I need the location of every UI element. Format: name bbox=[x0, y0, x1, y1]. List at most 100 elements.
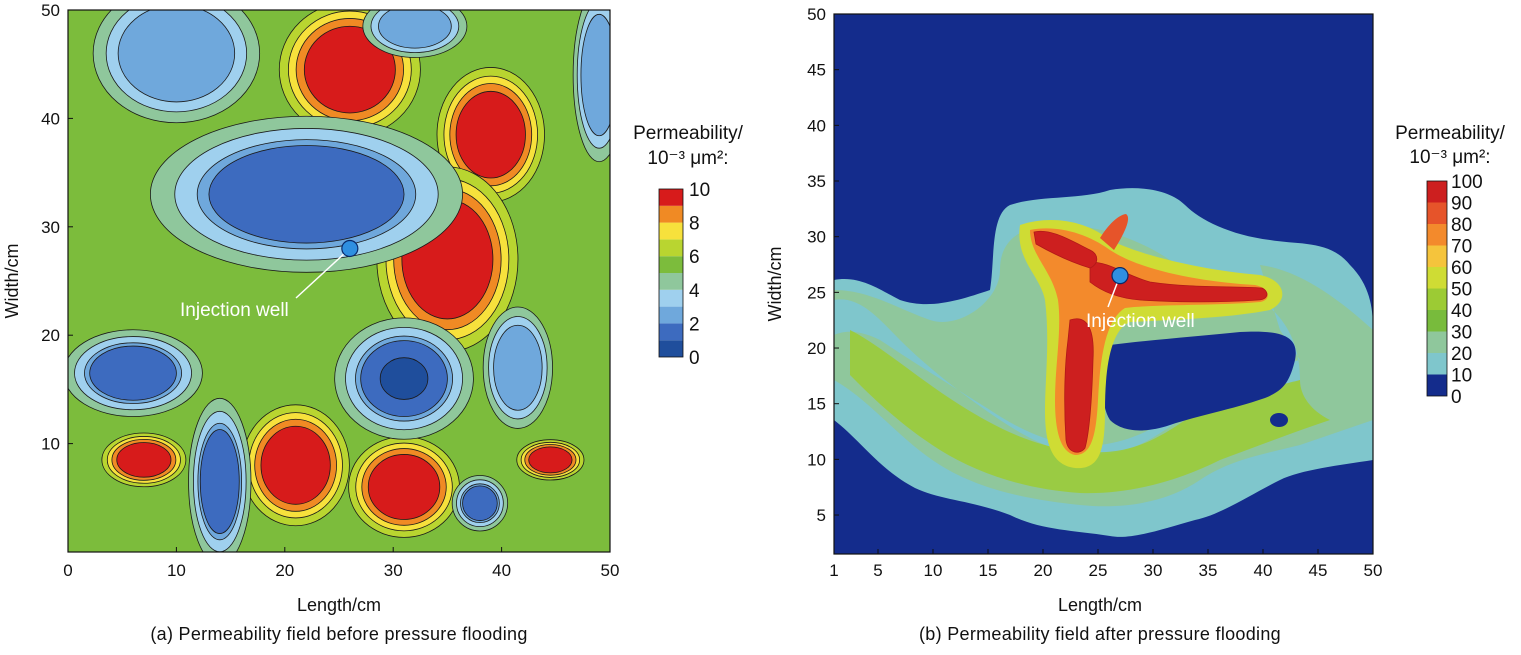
panel-b-ytick-label-40: 40 bbox=[807, 116, 826, 135]
panel-a-xtick-label-10: 10 bbox=[167, 561, 186, 580]
panel-b-ytick-label-10: 10 bbox=[807, 450, 826, 469]
panel-b-xtick-label-50: 50 bbox=[1364, 561, 1383, 580]
panel-a-legend-swatch-7 bbox=[659, 222, 683, 240]
panel-b-ytick-label-30: 30 bbox=[807, 228, 826, 247]
panel-a-ytick-label-50: 50 bbox=[41, 1, 60, 20]
panel-a-legend-swatch-2 bbox=[659, 306, 683, 324]
panel-b-ytick-label-35: 35 bbox=[807, 172, 826, 191]
panel-b-legend: Permeability/ 10⁻³ μm²: 0102030405060708… bbox=[1395, 123, 1506, 408]
panel-b-legend-label-80: 80 bbox=[1451, 215, 1472, 236]
panel-b-fracture-spur bbox=[1100, 214, 1129, 250]
panel-b-band-inner bbox=[850, 330, 1330, 494]
panel-b-legend-swatch-1 bbox=[1427, 353, 1447, 375]
panel-a-legend-label-6: 6 bbox=[689, 247, 700, 268]
panel-b-legend-label-40: 40 bbox=[1451, 301, 1472, 322]
panel-b-ytick-label-20: 20 bbox=[807, 339, 826, 358]
panel-b-inner-pocket bbox=[1102, 331, 1296, 431]
panel-b-xlabel: Length/cm bbox=[1058, 595, 1142, 615]
panel-b-ytick-label-50: 50 bbox=[807, 5, 826, 24]
panel-b-xtick-label-40: 40 bbox=[1254, 561, 1273, 580]
panel-a-legend-label-2: 2 bbox=[689, 314, 700, 335]
panel-a-legend-label-10: 10 bbox=[689, 180, 710, 201]
panel-b-legend-swatch-7 bbox=[1427, 224, 1447, 246]
contour-high-1-ring-3 bbox=[303, 25, 396, 114]
contour-high-5-ring-3 bbox=[260, 425, 331, 505]
panel-a-legend-label-8: 8 bbox=[689, 214, 700, 235]
panel-a-xtick-label-0: 0 bbox=[63, 561, 72, 580]
contour-low-9-ring-2 bbox=[580, 13, 610, 137]
panel-a-injection-well bbox=[295, 239, 359, 299]
panel-b-legend-swatch-6 bbox=[1427, 245, 1447, 267]
contour-high-7-ring-3 bbox=[528, 446, 573, 474]
panel-a-annotation: Injection well bbox=[180, 300, 289, 321]
panel-a-axes: 0 10 20 30 40 50 10 20 30 40 50 bbox=[41, 1, 619, 580]
panel-a-legend-title-line2: 10⁻³ μm²: bbox=[647, 148, 728, 169]
panel-b-legend-label-30: 30 bbox=[1451, 323, 1472, 344]
panel-a-xtick-label-50: 50 bbox=[601, 561, 620, 580]
panel-b-hole bbox=[1270, 413, 1288, 427]
panel-b-legend-swatch-9 bbox=[1427, 181, 1447, 203]
panel-b-legend-swatch-5 bbox=[1427, 267, 1447, 289]
panel-b-legend-label-10: 10 bbox=[1451, 366, 1472, 387]
panel-b-legend-label-90: 90 bbox=[1451, 194, 1472, 215]
panel-b-legend-label-0: 0 bbox=[1451, 387, 1462, 408]
panel-b-xtick-label-1: 1 bbox=[829, 561, 838, 580]
panel-b-xtick-label-30: 30 bbox=[1144, 561, 1163, 580]
panel-a-frame bbox=[67, 9, 611, 553]
contour-low-1-ring-3 bbox=[208, 145, 405, 244]
panel-a-xlabel: Length/cm bbox=[297, 595, 381, 615]
contour-low-8-ring-2 bbox=[493, 324, 543, 411]
panel-b-ytick-label-5: 5 bbox=[817, 506, 826, 525]
panel-a-legend-swatch-8 bbox=[659, 205, 683, 223]
panel-a-legend-swatch-4 bbox=[659, 273, 683, 290]
panel-b-contour-field bbox=[834, 14, 1373, 554]
panel-b-legend-frame bbox=[1426, 180, 1448, 397]
panel-b: 1 5 10 15 20 25 30 35 40 45 505101520253035404550 … bbox=[765, 5, 1506, 644]
panel-b-ytick-label-25: 25 bbox=[807, 283, 826, 302]
panel-b-injection-well bbox=[1107, 267, 1129, 308]
panel-b-xtick-label-5: 5 bbox=[873, 561, 882, 580]
panel-b-ylabel: Width/cm bbox=[765, 246, 785, 321]
panel-b-legend-label-70: 70 bbox=[1451, 237, 1472, 258]
panel-a-ytick-label-10: 10 bbox=[41, 435, 60, 454]
contour-low-4-ring-3 bbox=[199, 429, 240, 534]
panel-b-annotation: Injection well bbox=[1086, 311, 1195, 332]
panel-a-legend-swatch-9 bbox=[659, 189, 683, 206]
panel-a-contour-field bbox=[68, 10, 610, 552]
panel-b-xtick-label-45: 45 bbox=[1309, 561, 1328, 580]
panel-a-ytick-label-20: 20 bbox=[41, 326, 60, 345]
panel-a-caption: (a) Permeability field before pressure f… bbox=[150, 624, 527, 644]
panel-a-legend-swatch-5 bbox=[659, 256, 683, 273]
panel-b-fracture-horizontal bbox=[1089, 261, 1268, 303]
panel-a-well-leader-line bbox=[295, 247, 351, 299]
panel-b-legend-swatch-0 bbox=[1427, 374, 1447, 396]
contour-low-6-ring-2 bbox=[117, 10, 236, 103]
panel-b-fracture-branch bbox=[1033, 230, 1098, 269]
panel-b-legend-swatch-4 bbox=[1427, 288, 1447, 310]
contour-low-7-ring-2 bbox=[378, 10, 452, 49]
panel-a-ylabel: Width/cm bbox=[2, 243, 22, 318]
panel-a-legend-swatch-0 bbox=[659, 340, 683, 357]
contour-low-5-ring-3 bbox=[462, 485, 498, 521]
contour-low-2-core bbox=[379, 357, 429, 400]
panel-b-legend-title-line2: 10⁻³ μm²: bbox=[1409, 147, 1490, 168]
panel-b-legend-label-20: 20 bbox=[1451, 344, 1472, 365]
panel-b-legend-swatch-3 bbox=[1427, 310, 1447, 332]
contour-high-2-ring-3 bbox=[455, 90, 526, 179]
panel-b-legend-label-60: 60 bbox=[1451, 258, 1472, 279]
panel-b-xtick-label-25: 25 bbox=[1089, 561, 1108, 580]
panel-b-legend-title-line1: Permeability/ bbox=[1395, 123, 1506, 144]
panel-a-xtick-label-20: 20 bbox=[275, 561, 294, 580]
panel-a-legend-label-0: 0 bbox=[689, 348, 700, 369]
contour-low-3-ring-3 bbox=[89, 345, 177, 401]
panel-b-ytick-label-45: 45 bbox=[807, 61, 826, 80]
panel-b-legend-swatch-8 bbox=[1427, 202, 1447, 224]
panel-b-legend-label-50: 50 bbox=[1451, 280, 1472, 301]
panel-b-caption: (b) Permeability field after pressure fl… bbox=[919, 624, 1281, 644]
panel-a-ytick-label-30: 30 bbox=[41, 218, 60, 237]
panel-a-legend-label-4: 4 bbox=[689, 281, 700, 302]
